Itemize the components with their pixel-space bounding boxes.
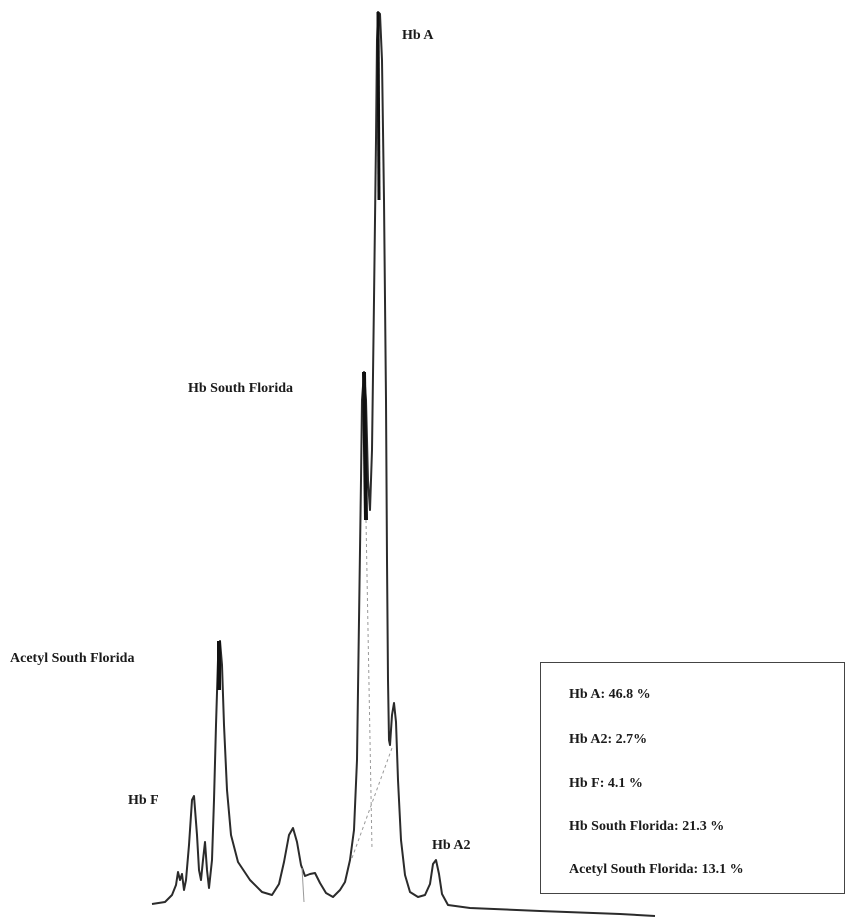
integration-baseline-1 (351, 747, 393, 859)
peak-label-hb-f: Hb F (128, 793, 159, 808)
peak-label-acetyl-south-florida: Acetyl South Florida (10, 651, 134, 666)
legend-item-acetyl-south-florida: Acetyl South Florida: 13.1 % (569, 862, 744, 877)
peak-label-hb-a2: Hb A2 (432, 838, 471, 853)
hb-a-peak-tip (376, 11, 381, 201)
legend-item-hb-a: Hb A: 46.8 % (569, 687, 651, 702)
legend-item-hb-south-florida: Hb South Florida: 21.3 % (569, 819, 725, 834)
peak-label-hb-south-florida: Hb South Florida (188, 381, 293, 396)
legend-item-hb-f: Hb F: 4.1 % (569, 776, 643, 791)
peak-split-mark (301, 867, 305, 903)
chromatogram-trace (151, 11, 656, 917)
results-legend: Hb A: 46.8 % Hb A2: 2.7% Hb F: 4.1 % Hb … (540, 662, 845, 894)
integration-baseline-2 (365, 519, 373, 851)
legend-item-hb-a2: Hb A2: 2.7% (569, 732, 648, 747)
peak-label-hb-a: Hb A (402, 28, 434, 43)
trace-layer (151, 11, 656, 917)
south-florida-peak-tip (362, 371, 368, 521)
